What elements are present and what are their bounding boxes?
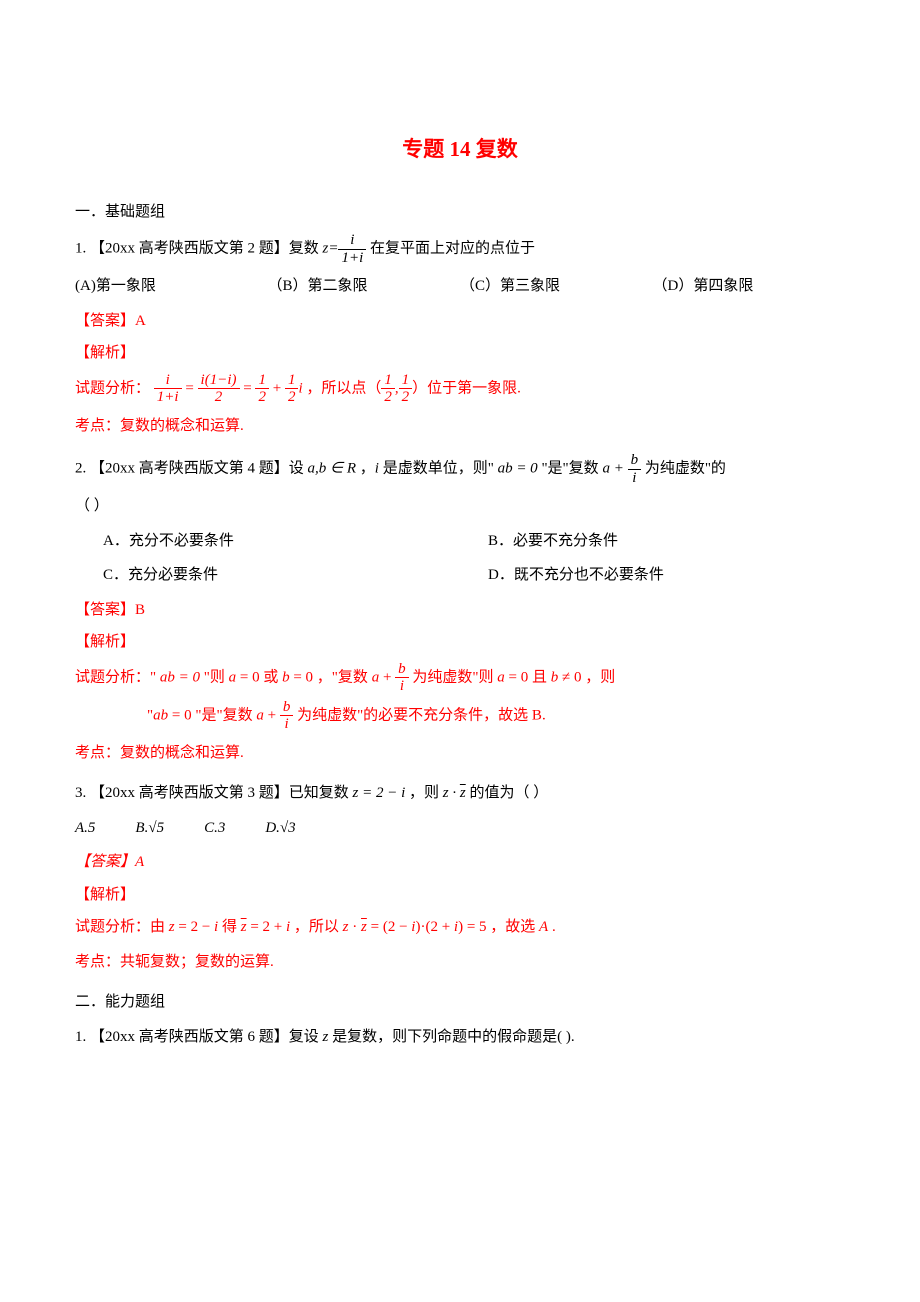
q3-tail: 的值为（ ） <box>469 785 548 801</box>
q2-answer: 【答案】B <box>75 596 845 625</box>
q3-answer: 【答案】A <box>75 848 845 877</box>
q1-optC: （C）第三象限 <box>460 272 653 301</box>
q2-frac: bi <box>628 452 642 486</box>
q2-optB: B．必要不充分条件 <box>460 527 845 556</box>
q2-mid3: 为纯虚数"的 <box>645 461 726 477</box>
q4-text: 1. 【20xx 高考陕西版文第 6 题】复设 z 是复数，则下列命题中的假命题… <box>75 1029 575 1045</box>
q2-analysis2: "ab = 0 "是"复数 a + bi 为纯虚数"的必要不充分条件，故选 B. <box>147 699 845 733</box>
q4-stem: 1. 【20xx 高考陕西版文第 6 题】复设 z 是复数，则下列命题中的假命题… <box>75 1023 845 1052</box>
q2-frac-num: b <box>628 452 642 470</box>
q2-prefix: 2. 【20xx 高考陕西版文第 4 题】设 <box>75 461 304 477</box>
q1-answer: 【答案】A <box>75 307 845 336</box>
q2-paren: （ ） <box>75 492 845 521</box>
q2-optC: C．充分必要条件 <box>75 561 460 590</box>
q2-set: a,b ∈ R <box>308 461 360 477</box>
q2-analysis1-pre: 试题分析：" <box>75 669 156 685</box>
q3-given: z = 2 − i <box>353 785 410 801</box>
q1-optB: （B）第二象限 <box>268 272 461 301</box>
q3-optD: D.3 <box>265 814 295 843</box>
q3-analysis: 试题分析：由 z = 2 − i 得 z = 2 + i ，所以 z · z =… <box>75 913 845 942</box>
q1-optA: (A)第一象限 <box>75 272 268 301</box>
q3-expr: z · z <box>443 785 470 801</box>
q2-options-row2: C．充分必要条件 D．既不充分也不必要条件 <box>75 561 845 590</box>
q3-options: A.5 B.5 C.3 D.3 <box>75 814 845 843</box>
q3-analysis-label: 【解析】 <box>75 881 845 910</box>
q1-stem: 1. 【20xx 高考陕西版文第 2 题】复数 z=i1+i 在复平面上对应的点… <box>75 232 845 266</box>
q2-expr: a + <box>602 461 627 477</box>
q3-optC: C.3 <box>204 814 225 843</box>
q3-mid: ，则 <box>409 785 439 801</box>
q1-frac: i1+i <box>338 232 366 266</box>
q1-analysis-label: 【解析】 <box>75 339 845 368</box>
q2-optD: D．既不充分也不必要条件 <box>460 561 845 590</box>
q1-frac-num: i <box>338 232 366 250</box>
q1-analysis-pre: 试题分析： <box>75 380 150 396</box>
q2-optA: A．充分不必要条件 <box>75 527 460 556</box>
doc-title: 专题 14 复数 <box>75 130 845 170</box>
q2-frac-den: i <box>628 470 642 487</box>
q2-kandian: 考点：复数的概念和运算. <box>75 739 845 768</box>
q2-mid1: ，i 是虚数单位，则" <box>360 461 494 477</box>
q3-kandian: 考点：共轭复数；复数的运算. <box>75 948 845 977</box>
q1-frac-den: 1+i <box>338 250 366 267</box>
q1-tail: 在复平面上对应的点位于 <box>370 241 535 257</box>
section1-heading: 一．基础题组 <box>75 198 845 227</box>
q1-formula: z= <box>323 241 339 257</box>
q2-analysis1: 试题分析：" ab = 0 "则 a = 0 或 b = 0 ，"复数 a + … <box>75 661 845 695</box>
q2-mid2: "是"复数 <box>541 461 598 477</box>
section2-heading: 二．能力题组 <box>75 988 845 1017</box>
q1-kandian: 考点：复数的概念和运算. <box>75 412 845 441</box>
q1-options: (A)第一象限 （B）第二象限 （C）第三象限 （D）第四象限 <box>75 272 845 301</box>
q3-optB: B.5 <box>135 814 164 843</box>
q2-options-row1: A．充分不必要条件 B．必要不充分条件 <box>75 527 845 556</box>
q3-prefix: 3. 【20xx 高考陕西版文第 3 题】已知复数 <box>75 785 349 801</box>
q2-cond1: ab = 0 <box>498 461 542 477</box>
q1-optD: （D）第四象限 <box>653 272 846 301</box>
q2-analysis-label: 【解析】 <box>75 628 845 657</box>
q1-prefix: 1. 【20xx 高考陕西版文第 2 题】复数 <box>75 241 319 257</box>
q3-stem: 3. 【20xx 高考陕西版文第 3 题】已知复数 z = 2 − i ，则 z… <box>75 779 845 808</box>
q2-stem: 2. 【20xx 高考陕西版文第 4 题】设 a,b ∈ R ，i 是虚数单位，… <box>75 452 845 486</box>
q3-optA: A.5 <box>75 814 95 843</box>
q1-analysis: 试题分析： i1+i = i(1−i)2 = 12 + 12i ，所以点（12,… <box>75 372 845 406</box>
